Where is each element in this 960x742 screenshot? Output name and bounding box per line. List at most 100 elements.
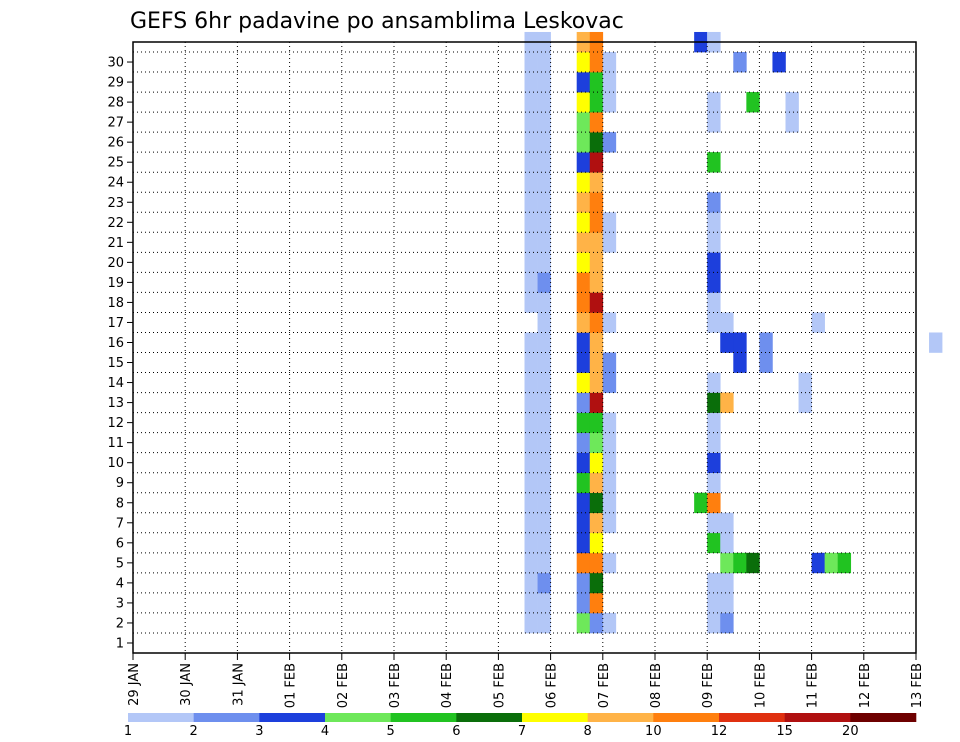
x-tick-label: 10 FEB [753, 663, 768, 708]
heatmap-cell [589, 432, 604, 453]
y-tick-label: 10 [107, 456, 124, 471]
heatmap-cell [720, 532, 734, 554]
heatmap-cell [537, 432, 551, 453]
heatmap-cell [707, 472, 721, 494]
heatmap-cell [524, 532, 538, 554]
heatmap-cell [602, 472, 617, 494]
heatmap-cell [524, 392, 538, 413]
y-tick-label: 30 [107, 56, 124, 71]
y-tick-label: 19 [107, 276, 124, 291]
heatmap-cell [524, 92, 538, 113]
heatmap-cell [524, 72, 538, 93]
heatmap-cell [576, 372, 591, 393]
y-tick-label: 22 [107, 216, 124, 231]
heatmap-cell [576, 152, 591, 173]
heatmap-cell [589, 92, 604, 113]
heatmap-cell [602, 412, 617, 433]
x-tick-label: 29 JAN [127, 663, 142, 706]
heatmap-cell [576, 332, 591, 353]
heatmap-cell [576, 272, 591, 293]
colorbar-label: 1 [124, 724, 132, 739]
heatmap-cell [602, 52, 617, 73]
colorbar-label: 10 [645, 724, 662, 739]
y-tick-label: 16 [107, 336, 124, 351]
colorbar-label: 12 [711, 724, 728, 739]
heatmap-cell [524, 352, 538, 373]
heatmap-cell [694, 492, 708, 514]
heatmap-cell [707, 292, 721, 313]
colorbar-label: 4 [321, 724, 329, 739]
heatmap-cell [537, 92, 551, 113]
heatmap-cell [589, 552, 604, 574]
heatmap-cell [733, 352, 747, 373]
heatmap-cell [720, 552, 734, 574]
heatmap-cell [707, 312, 721, 333]
y-tick-label: 18 [107, 296, 124, 311]
y-tick-label: 12 [107, 416, 124, 431]
heatmap-cell [589, 352, 604, 373]
heatmap-cell [811, 312, 825, 333]
heatmap-cell [576, 532, 591, 554]
heatmap-cell [720, 392, 734, 413]
heatmap-cell [589, 172, 604, 193]
heatmap-cell [602, 72, 617, 93]
heatmap-cell [785, 112, 799, 133]
heatmap-cell [746, 552, 760, 574]
heatmap-cell [524, 332, 538, 353]
heatmap-cell [785, 92, 799, 113]
x-axis: 29 JAN 30 JAN 31 JAN 01 FEB 02 FEB 03 FEB 04 F… [127, 653, 925, 708]
heatmap-cell [537, 352, 551, 373]
colorbar-label: 3 [255, 724, 263, 739]
heatmap-cell [707, 572, 721, 594]
heatmap-cell [707, 532, 721, 554]
y-tick-label: 14 [107, 376, 124, 391]
heatmap-cell [524, 572, 538, 594]
heatmap-cell [524, 172, 538, 193]
heatmap-cell [602, 232, 617, 253]
heatmap-cell [589, 612, 604, 634]
heatmap-cell [733, 52, 747, 73]
y-tick-label: 7 [116, 516, 124, 531]
heatmap-cell [537, 332, 551, 353]
colorbar-swatch [587, 713, 654, 722]
y-tick-label: 15 [107, 356, 124, 371]
heatmap-cell [537, 592, 551, 614]
heatmap-cell [537, 452, 551, 473]
heatmap-cell [589, 152, 604, 173]
heatmap-cell [576, 592, 591, 614]
heatmap-cell [759, 352, 773, 373]
y-axis: 1234567891011121314151617181920212223242… [107, 56, 133, 651]
heatmap-cell [589, 192, 604, 213]
heatmap-cell [837, 552, 852, 574]
heatmap-cell [576, 472, 591, 494]
heatmap-cell [524, 592, 538, 614]
heatmap-cell [537, 252, 551, 273]
colorbar-swatch [456, 713, 523, 722]
heatmap-cell [524, 612, 538, 634]
heatmap-cell [524, 232, 538, 253]
x-tick-label: 04 FEB [440, 663, 455, 708]
y-tick-label: 20 [107, 256, 124, 271]
colorbar: 1 2 3 4 5 6 7 8 10 12 15 20 [124, 713, 917, 739]
heatmap-cell [576, 572, 591, 594]
heatmap-cell [707, 372, 721, 393]
heatmap-cell [524, 252, 538, 273]
heatmap-cell [707, 412, 721, 433]
heatmap-cell [524, 212, 538, 233]
heatmap-cell [537, 232, 551, 253]
heatmap-cell [576, 112, 591, 133]
heatmap-cell [707, 252, 721, 273]
heatmap-cell [589, 572, 604, 594]
colorbar-swatch [259, 713, 326, 722]
heatmap-cell [589, 312, 604, 333]
x-tick-label: 13 FEB [910, 663, 925, 708]
heatmap-cell [576, 612, 591, 634]
heatmap-cell [537, 72, 551, 93]
heatmap-cell [576, 512, 591, 534]
heatmap-cell [524, 552, 538, 574]
heatmap-cell [589, 272, 604, 293]
heatmap-cell [707, 212, 721, 233]
heatmap-cell [589, 292, 604, 313]
heatmap-cell [746, 92, 760, 113]
heatmap-cell [537, 192, 551, 213]
